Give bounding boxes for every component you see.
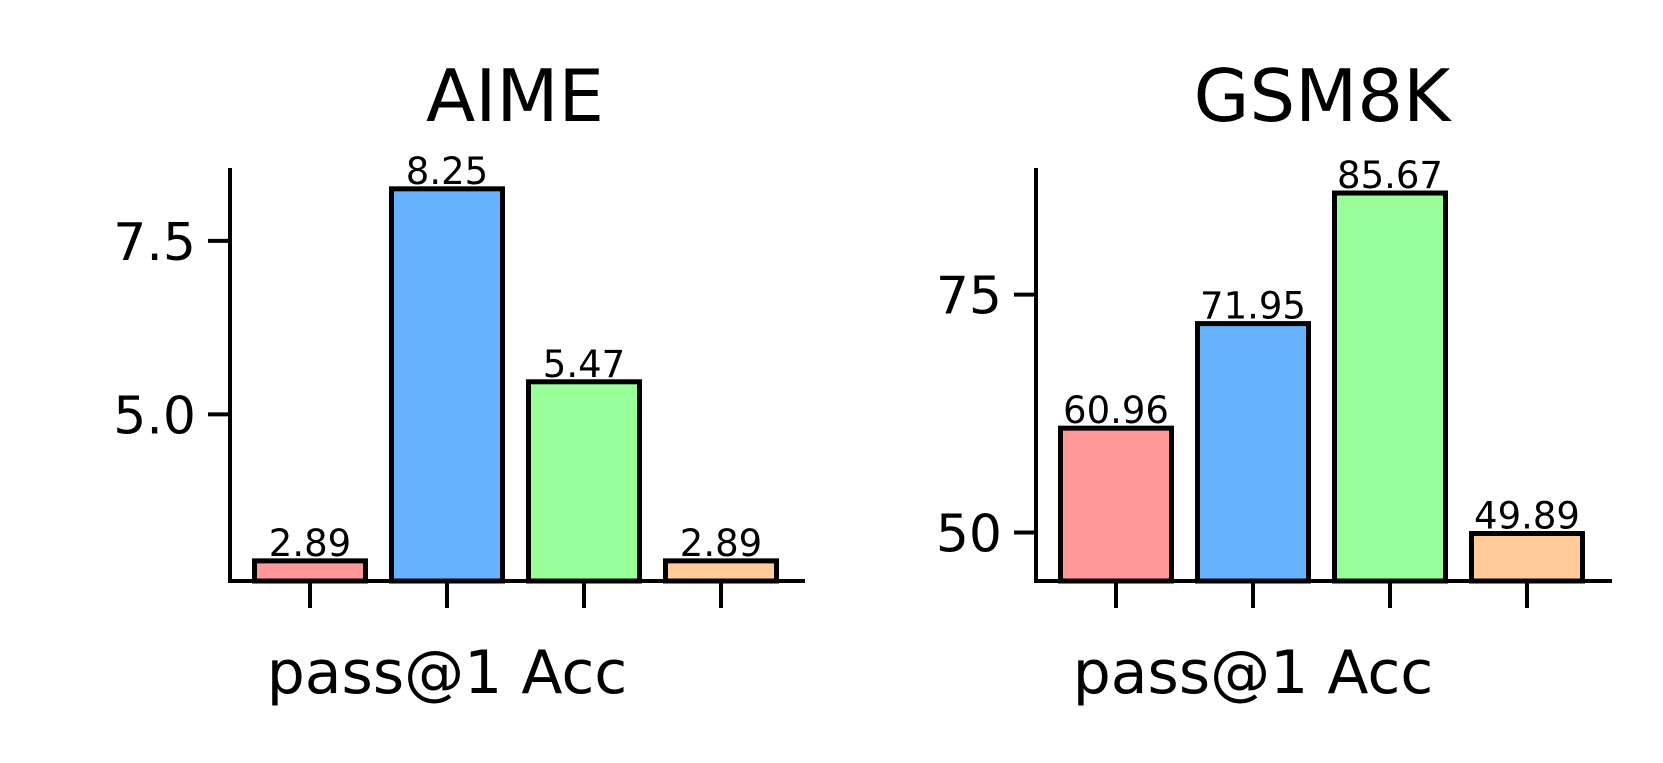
bars [252,186,779,584]
data-labels: 60.96 71.95 85.67 49.89 [1063,154,1580,537]
bars [1058,190,1585,584]
bar [1058,425,1174,584]
data-labels: 2.89 8.25 5.47 2.89 [269,150,762,565]
bar [1332,190,1448,584]
y-ticks: 5.0 7.5 [113,213,230,446]
data-label: 85.67 [1337,154,1443,197]
y-tick-label: 5.0 [113,386,196,446]
bar [1195,321,1311,584]
bar [663,558,779,584]
y-ticks: 50 75 [936,267,1036,564]
bar [389,186,505,584]
data-label: 2.89 [680,522,762,565]
chart-title: GSM8K [1194,54,1452,138]
chart-title: AIME [426,54,604,138]
gsm8k-panel: GSM8K 50 75 60.96 71.95 85.67 49.89 pass@1 A… [936,54,1612,708]
y-tick-label: 75 [936,267,1002,327]
data-label: 5.47 [543,343,625,386]
data-label: 2.89 [269,522,351,565]
x-ticks [1114,581,1529,608]
aime-panel: AIME 5.0 7.5 2.89 8.25 5.47 2.89 pass@1 Acc [113,54,805,708]
x-axis-label: pass@1 Acc [1073,638,1434,708]
data-label: 71.95 [1200,285,1306,328]
data-label: 49.89 [1474,495,1580,538]
x-axis-label: pass@1 Acc [267,638,628,708]
bar [252,558,368,584]
bar [1469,531,1585,584]
y-tick-label: 7.5 [113,213,196,273]
bar [526,379,642,584]
y-tick-label: 50 [936,504,1002,564]
data-label: 8.25 [406,150,488,193]
data-label: 60.96 [1063,389,1169,432]
x-ticks [308,581,723,608]
